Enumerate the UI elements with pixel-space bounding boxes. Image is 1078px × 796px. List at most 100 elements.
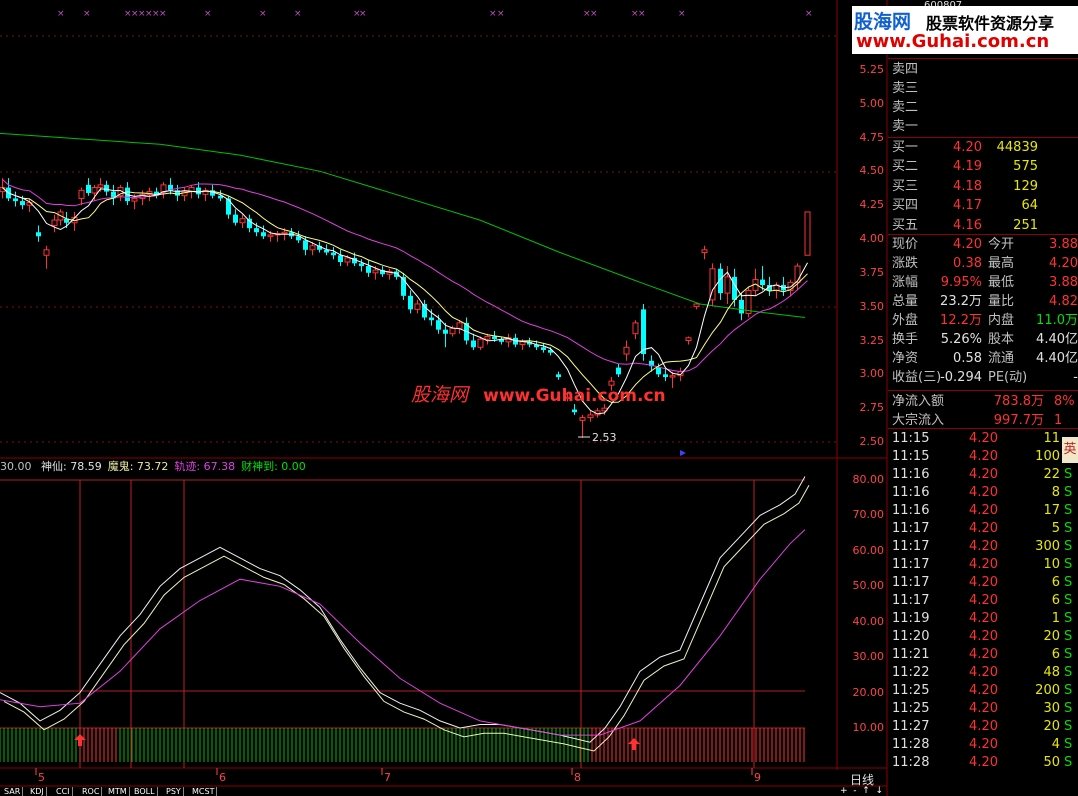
- candle: [541, 343, 546, 353]
- logo-cn: 股海网: [854, 11, 912, 33]
- candle: [484, 333, 491, 345]
- candle: [43, 245, 50, 269]
- trade-price: 4.20: [969, 449, 998, 464]
- candle: [572, 404, 577, 415]
- tab-boll[interactable]: BOLL: [132, 787, 158, 796]
- candle: [274, 230, 281, 242]
- buy-label: 买一: [892, 140, 919, 155]
- trade-volume: 300: [1035, 539, 1060, 554]
- candle: [366, 260, 371, 277]
- buy-arrow-icon: [74, 734, 86, 746]
- tab-kdj[interactable]: KDJ: [28, 787, 47, 796]
- sell-row: 卖二: [890, 99, 1078, 117]
- quote-value: 4.40亿: [1036, 332, 1078, 347]
- quote-value: -: [1073, 370, 1078, 385]
- candle: [338, 249, 343, 267]
- buy-label: 买二: [892, 159, 919, 175]
- candle: [317, 241, 322, 253]
- kline-chart[interactable]: × × × × × × × × × × × ×× × × × × × × × × 2.53: [0, 0, 888, 796]
- legend-item: 财神到: 0.00: [241, 460, 306, 473]
- sell-label: 卖四: [892, 62, 919, 77]
- flow-percent: 1: [1054, 413, 1063, 428]
- candle: [175, 184, 180, 202]
- tab-mcst[interactable]: MCST: [190, 787, 218, 796]
- tab-roc[interactable]: ROC: [80, 787, 103, 796]
- trade-row: 11:28 4.20 4 S: [890, 736, 1078, 754]
- price-tick-label: 3.50: [859, 299, 885, 313]
- quote-row: 总量 23.2万 量比 4.82: [890, 293, 1078, 311]
- watermark-url: www.Guhai.com.cn: [483, 386, 666, 406]
- candle: [663, 367, 668, 382]
- signal-marker: ×: [805, 9, 813, 19]
- candle: [57, 209, 64, 226]
- candle: [669, 371, 676, 388]
- trade-time: 11:20: [892, 629, 930, 644]
- watermark-cn: 股海网: [411, 384, 469, 406]
- trade-volume: 22: [1043, 467, 1060, 482]
- trade-price: 4.20: [969, 647, 998, 662]
- trade-row: 11:16 4.20 8 S: [890, 484, 1078, 502]
- buy-label: 买三: [892, 178, 919, 194]
- trade-row: 11:20 4.20 20 S: [890, 628, 1078, 646]
- quote-label: 净资: [892, 351, 919, 366]
- candle: [86, 178, 91, 196]
- tab-cci[interactable]: CCI: [54, 787, 73, 796]
- indicator-tick-label: 50.00: [852, 579, 885, 593]
- signal-marker: ×: [583, 9, 591, 19]
- signal-marker: ×: [631, 9, 639, 19]
- trade-flag: S: [1064, 575, 1073, 590]
- trade-price: 4.20: [969, 665, 998, 680]
- trade-time: 11:27: [892, 719, 930, 734]
- candle: [331, 247, 336, 260]
- indicator-tick-label: 30.00: [852, 650, 885, 664]
- candle: [649, 355, 654, 372]
- quote-value: 12.2万: [940, 313, 982, 328]
- candle: [804, 211, 811, 256]
- tab-mtm[interactable]: MTM: [106, 787, 130, 796]
- trade-time: 11:16: [892, 467, 930, 482]
- side-tab[interactable]: 英: [1062, 437, 1078, 463]
- tab-sar[interactable]: SAR: [2, 787, 24, 796]
- candle: [218, 190, 223, 202]
- candle: [587, 410, 594, 422]
- candle: [685, 336, 692, 345]
- candle: [794, 263, 801, 291]
- candle: [359, 259, 364, 272]
- quote-value: 3.88: [1049, 237, 1078, 252]
- candle: [505, 333, 512, 348]
- tab-psy[interactable]: PSY: [164, 787, 184, 796]
- buy-row: 买一 4.20 44839: [890, 139, 1078, 157]
- quote-label: 换手: [892, 332, 919, 347]
- sell-row: 卖一: [890, 118, 1078, 136]
- trade-time: 11:16: [892, 485, 930, 500]
- quote-value: 23.2万: [940, 294, 982, 309]
- price-tick-label: 4.00: [859, 232, 885, 245]
- quote-value: 3.88: [1049, 275, 1078, 290]
- ma5-line: [2, 187, 808, 415]
- candle: [556, 371, 561, 380]
- trade-time: 11:16: [892, 503, 930, 518]
- trade-flag: S: [1064, 611, 1073, 626]
- period-label[interactable]: 日线: [850, 773, 875, 787]
- buy-price: 4.20: [953, 140, 982, 155]
- buy-row: 买五 4.16 251: [890, 217, 1078, 235]
- trade-price: 4.20: [969, 485, 998, 500]
- price-tick-label: 4.50: [859, 164, 885, 178]
- indicator-tick-label: 80.00: [852, 473, 885, 486]
- candle: [477, 336, 484, 350]
- trade-volume: 30: [1043, 701, 1060, 716]
- scroll-marker-icon[interactable]: [680, 450, 686, 456]
- trade-price: 4.20: [969, 539, 998, 554]
- trade-time: 11:17: [892, 521, 930, 536]
- date-label: 8: [574, 771, 581, 784]
- zoom-controls[interactable]: + - ↑ ↓: [840, 786, 884, 796]
- trade-price: 4.20: [969, 593, 998, 608]
- panel-divider: [888, 58, 1078, 59]
- quote-label: 内盘: [988, 313, 1015, 328]
- candle: [752, 268, 759, 296]
- indicator-legend: 30.00 神仙: 78.59 魔鬼: 73.72 轨迹: 67.38 财神到: 0.…: [0, 460, 306, 474]
- trade-row: 11:17 4.20 300 S: [890, 538, 1078, 556]
- trade-time: 11:17: [892, 575, 930, 590]
- quote-row: 净资 0.58 流通 4.40亿: [890, 350, 1078, 368]
- trade-row: 11:16 4.20 22 S: [890, 466, 1078, 484]
